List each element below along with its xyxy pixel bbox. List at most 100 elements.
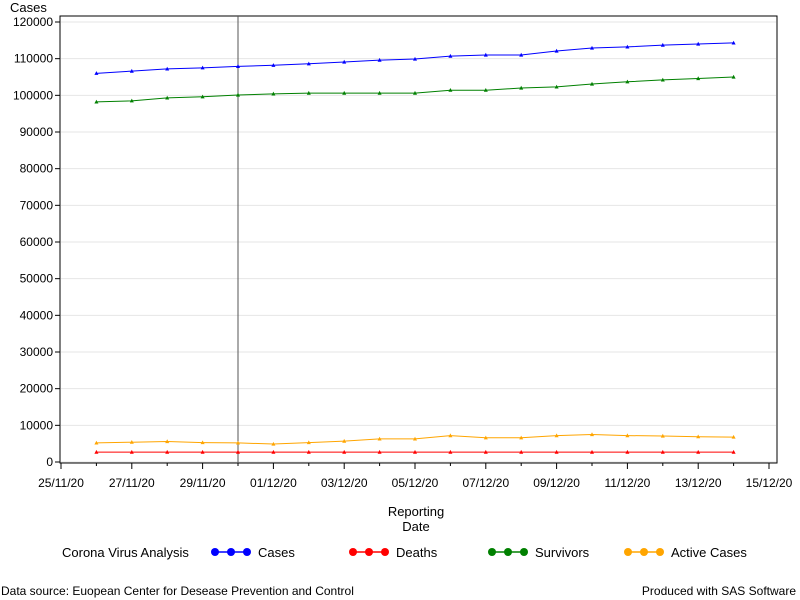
software-footnote: Produced with SAS Software xyxy=(641,584,796,598)
data-point-deaths xyxy=(236,449,240,454)
data-point-cases xyxy=(448,53,453,58)
data-point-survivors xyxy=(306,90,311,95)
x-tick-label: 05/12/20 xyxy=(392,476,439,490)
data-point-survivors xyxy=(377,90,382,95)
legend-marker-survivors xyxy=(504,548,512,556)
data-point-active-cases xyxy=(306,440,311,445)
legend-marker-survivors xyxy=(520,548,528,556)
data-point-deaths xyxy=(413,449,417,454)
legend-marker-cases xyxy=(243,548,251,556)
data-point-survivors xyxy=(342,90,347,95)
legend-marker-deaths xyxy=(365,548,373,556)
x-tick-label: 29/11/20 xyxy=(180,476,226,490)
gridlines xyxy=(61,21,776,463)
data-point-active-cases xyxy=(731,434,736,439)
data-point-survivors xyxy=(200,94,205,99)
data-point-deaths xyxy=(94,449,99,454)
data-point-active-cases xyxy=(271,441,276,446)
data-point-cases xyxy=(377,57,382,62)
data-point-active-cases xyxy=(483,435,488,440)
data-point-cases xyxy=(590,45,594,50)
data-point-active-cases xyxy=(625,433,630,438)
data-point-cases xyxy=(660,42,665,47)
data-point-active-cases xyxy=(660,433,665,438)
legend-marker-deaths xyxy=(381,548,389,556)
legend-label-active-cases: Active Cases xyxy=(671,545,747,560)
y-tick-label: 90000 xyxy=(20,125,54,139)
data-point-cases xyxy=(129,68,134,73)
legend-marker-survivors xyxy=(488,548,496,556)
data-point-deaths xyxy=(483,449,488,454)
data-point-active-cases xyxy=(200,440,205,445)
data-point-active-cases xyxy=(590,432,594,437)
legend-item-cases: Cases xyxy=(211,545,295,560)
data-point-active-cases xyxy=(413,436,417,441)
y-tick-label: 40000 xyxy=(20,308,54,322)
data-point-cases xyxy=(342,59,347,64)
data-point-cases xyxy=(696,41,701,46)
data-point-survivors xyxy=(590,81,594,86)
data-source-footnote: Data source: Euopean Center for Desease … xyxy=(1,584,354,598)
legend-label-deaths: Deaths xyxy=(396,545,438,560)
data-point-cases xyxy=(236,64,240,68)
data-point-active-cases xyxy=(236,440,240,445)
y-tick-label: 30000 xyxy=(20,345,54,359)
y-axis-label: Cases xyxy=(10,0,47,15)
data-point-survivors xyxy=(660,77,665,82)
legend-title: Corona Virus Analysis xyxy=(62,545,189,560)
data-point-deaths xyxy=(200,449,205,454)
data-point-active-cases xyxy=(165,439,170,444)
y-tick-label: 50000 xyxy=(20,272,54,286)
data-point-active-cases xyxy=(519,435,524,440)
data-point-deaths xyxy=(306,449,311,454)
data-point-deaths xyxy=(519,449,524,454)
x-axis-label-line1: Reporting xyxy=(388,504,444,519)
legend-item-survivors: Survivors xyxy=(488,545,590,560)
data-point-deaths xyxy=(625,449,630,454)
data-point-survivors xyxy=(448,88,453,92)
legend-marker-active-cases xyxy=(640,548,648,556)
data-point-deaths xyxy=(377,449,382,454)
legend-label-cases: Cases xyxy=(258,545,295,560)
series-group xyxy=(94,40,736,454)
data-point-deaths xyxy=(342,449,347,454)
y-tick-label: 100000 xyxy=(13,88,53,102)
data-point-cases xyxy=(731,40,736,45)
data-point-deaths xyxy=(660,449,665,454)
x-tick-label: 07/12/20 xyxy=(462,476,509,490)
data-point-survivors xyxy=(731,74,736,79)
data-point-deaths xyxy=(696,449,701,454)
y-tick-label: 0 xyxy=(46,455,53,469)
data-point-survivors xyxy=(271,91,276,96)
x-tick-label: 11/12/20 xyxy=(604,476,650,490)
data-point-survivors xyxy=(519,85,524,90)
data-point-active-cases xyxy=(94,440,99,445)
data-point-active-cases xyxy=(377,436,382,441)
data-point-cases xyxy=(306,61,311,66)
data-point-survivors xyxy=(165,95,170,100)
data-point-deaths xyxy=(731,449,736,454)
legend: Corona Virus Analysis Cases Deaths Survivo… xyxy=(62,545,747,560)
data-point-cases xyxy=(200,65,205,70)
x-axis-label-line2: Date xyxy=(402,519,429,534)
legend-marker-active-cases xyxy=(624,548,632,556)
legend-item-deaths: Deaths xyxy=(349,545,438,560)
data-point-survivors xyxy=(696,76,701,81)
data-point-active-cases xyxy=(342,438,347,443)
data-point-deaths xyxy=(590,449,594,454)
data-point-cases xyxy=(413,56,417,61)
legend-marker-deaths xyxy=(349,548,357,556)
y-tick-label: 110000 xyxy=(14,52,53,66)
x-tick-label: 27/11/20 xyxy=(109,476,155,490)
data-point-deaths xyxy=(165,449,170,454)
x-tick-label: 15/12/20 xyxy=(746,476,793,490)
data-point-survivors xyxy=(129,98,134,103)
legend-label-survivors: Survivors xyxy=(535,545,590,560)
data-point-survivors xyxy=(236,92,240,97)
data-point-cases xyxy=(625,44,630,49)
y-tick-label: 60000 xyxy=(20,235,54,249)
data-point-deaths xyxy=(271,449,276,454)
y-tick-label: 120000 xyxy=(13,15,53,29)
data-point-cases xyxy=(554,48,559,53)
